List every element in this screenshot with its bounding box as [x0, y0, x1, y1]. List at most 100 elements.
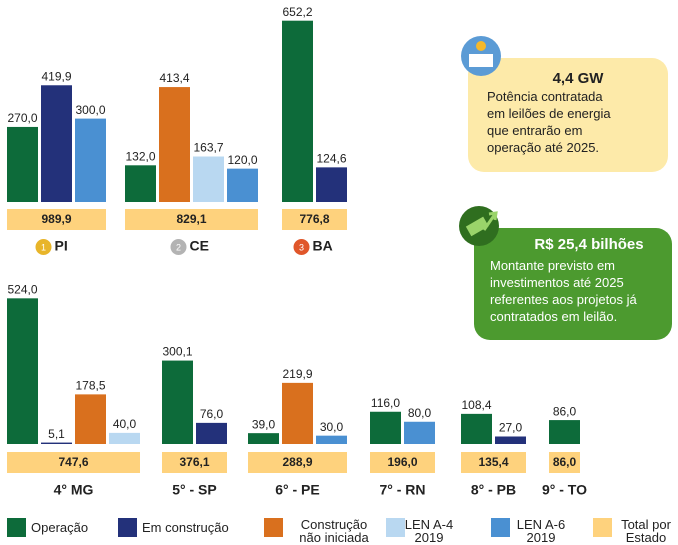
value-label: 40,0: [113, 417, 137, 431]
group-label: BA: [313, 238, 333, 254]
group-label: CE: [190, 238, 209, 254]
bar: [316, 167, 347, 202]
bar: [196, 422, 227, 444]
legend-swatch: [264, 518, 283, 537]
group-label: 6° - PE: [275, 482, 320, 498]
value-label: 27,0: [499, 421, 523, 435]
value-label: 30,0: [320, 420, 344, 434]
value-label: 108,4: [461, 398, 491, 412]
value-label: 124,6: [316, 152, 346, 166]
legend-label: LEN A-6 2019: [516, 517, 566, 545]
legend-label: Operação: [31, 520, 89, 535]
info-box: R$ 25,4 bilhões Montante previsto em inve…: [474, 228, 672, 340]
bar: [370, 411, 401, 444]
bar: [248, 433, 279, 444]
bar: [282, 382, 313, 444]
group-label: 5° - SP: [172, 482, 217, 498]
info-title: R$ 25,4 bilhões: [534, 236, 644, 253]
info-line: investimentos até 2025: [490, 275, 624, 290]
bar: [125, 165, 156, 202]
total-label: 288,9: [282, 455, 312, 469]
value-label: 163,7: [193, 141, 223, 155]
bar: [316, 435, 347, 444]
total-box: [7, 452, 140, 473]
value-label: 300,0: [75, 103, 105, 117]
value-label: 652,2: [282, 5, 312, 19]
bar: [461, 413, 492, 444]
total-label: 376,1: [179, 455, 209, 469]
info-title: 4,4 GW: [552, 70, 604, 87]
medal: [35, 239, 52, 255]
value-label: 80,0: [408, 406, 432, 420]
bar: [159, 87, 190, 202]
value-label: 132,0: [125, 149, 155, 163]
bar: [109, 432, 140, 444]
bar: [75, 394, 106, 444]
legend-label: Total por Estado: [621, 517, 671, 545]
total-box: [461, 452, 526, 473]
bar: [7, 126, 38, 202]
legend-swatch: [593, 518, 612, 537]
total-box: [370, 452, 435, 473]
info-line: contratados em leilão.: [490, 309, 618, 324]
bar: [75, 118, 106, 202]
value-label: 219,9: [282, 367, 312, 381]
legend-label: Em construção: [142, 520, 229, 535]
value-label: 76,0: [200, 407, 224, 421]
group-label: 4° MG: [54, 482, 94, 498]
bar: [227, 168, 258, 202]
bar: [41, 442, 72, 444]
total-label: 776,8: [299, 212, 329, 226]
medal-number: 1: [41, 242, 46, 252]
total-label: 135,4: [478, 455, 508, 469]
group-label: PI: [55, 238, 68, 254]
total-box: [7, 209, 106, 230]
info-box: 4,4 GW Potência contratada em leilões de …: [468, 58, 668, 172]
info-line: Potência contratada: [487, 89, 603, 104]
total-box: [248, 452, 347, 473]
info-line: referentes aos projetos já: [490, 292, 637, 307]
value-label: 5,1: [48, 427, 65, 441]
medal-number: 3: [299, 242, 304, 252]
total-label: 86,0: [553, 455, 577, 469]
medal: [293, 239, 310, 255]
group-label: 9° - TO: [542, 482, 587, 498]
legend-swatch: [491, 518, 510, 537]
total-box: [162, 452, 227, 473]
total-label: 747,6: [58, 455, 88, 469]
total-label: 829,1: [176, 212, 206, 226]
legend-swatch: [386, 518, 405, 537]
medal-number: 2: [176, 242, 181, 252]
medal: [170, 239, 187, 255]
legend-swatch: [118, 518, 137, 537]
value-label: 300,1: [162, 345, 192, 359]
value-label: 413,4: [159, 71, 189, 85]
value-label: 270,0: [7, 111, 37, 125]
info-line: em leilões de energia: [487, 106, 611, 121]
value-label: 116,0: [371, 396, 400, 410]
bar: [193, 156, 224, 202]
total-box: [282, 209, 347, 230]
info-line: Montante previsto em: [490, 258, 616, 273]
value-label: 178,5: [75, 379, 105, 393]
info-line: que entrarão em: [487, 123, 583, 138]
value-label: 419,9: [41, 69, 71, 83]
bar: [41, 85, 72, 202]
bar: [404, 421, 435, 444]
total-box: [125, 209, 258, 230]
value-label: 524,0: [7, 282, 37, 296]
value-label: 86,0: [553, 404, 577, 418]
group-label: 7° - RN: [379, 482, 425, 498]
group-label: 8° - PB: [471, 482, 516, 498]
info-line: operação até 2025.: [487, 140, 600, 155]
legend-label: Construção não iniciada: [299, 517, 369, 545]
legend-swatch: [7, 518, 26, 537]
bar: [162, 360, 193, 444]
total-label: 989,9: [41, 212, 71, 226]
bar: [7, 298, 38, 444]
bar: [282, 20, 313, 202]
legend-label: LEN A-4 2019: [404, 517, 454, 545]
total-box: [549, 452, 580, 473]
